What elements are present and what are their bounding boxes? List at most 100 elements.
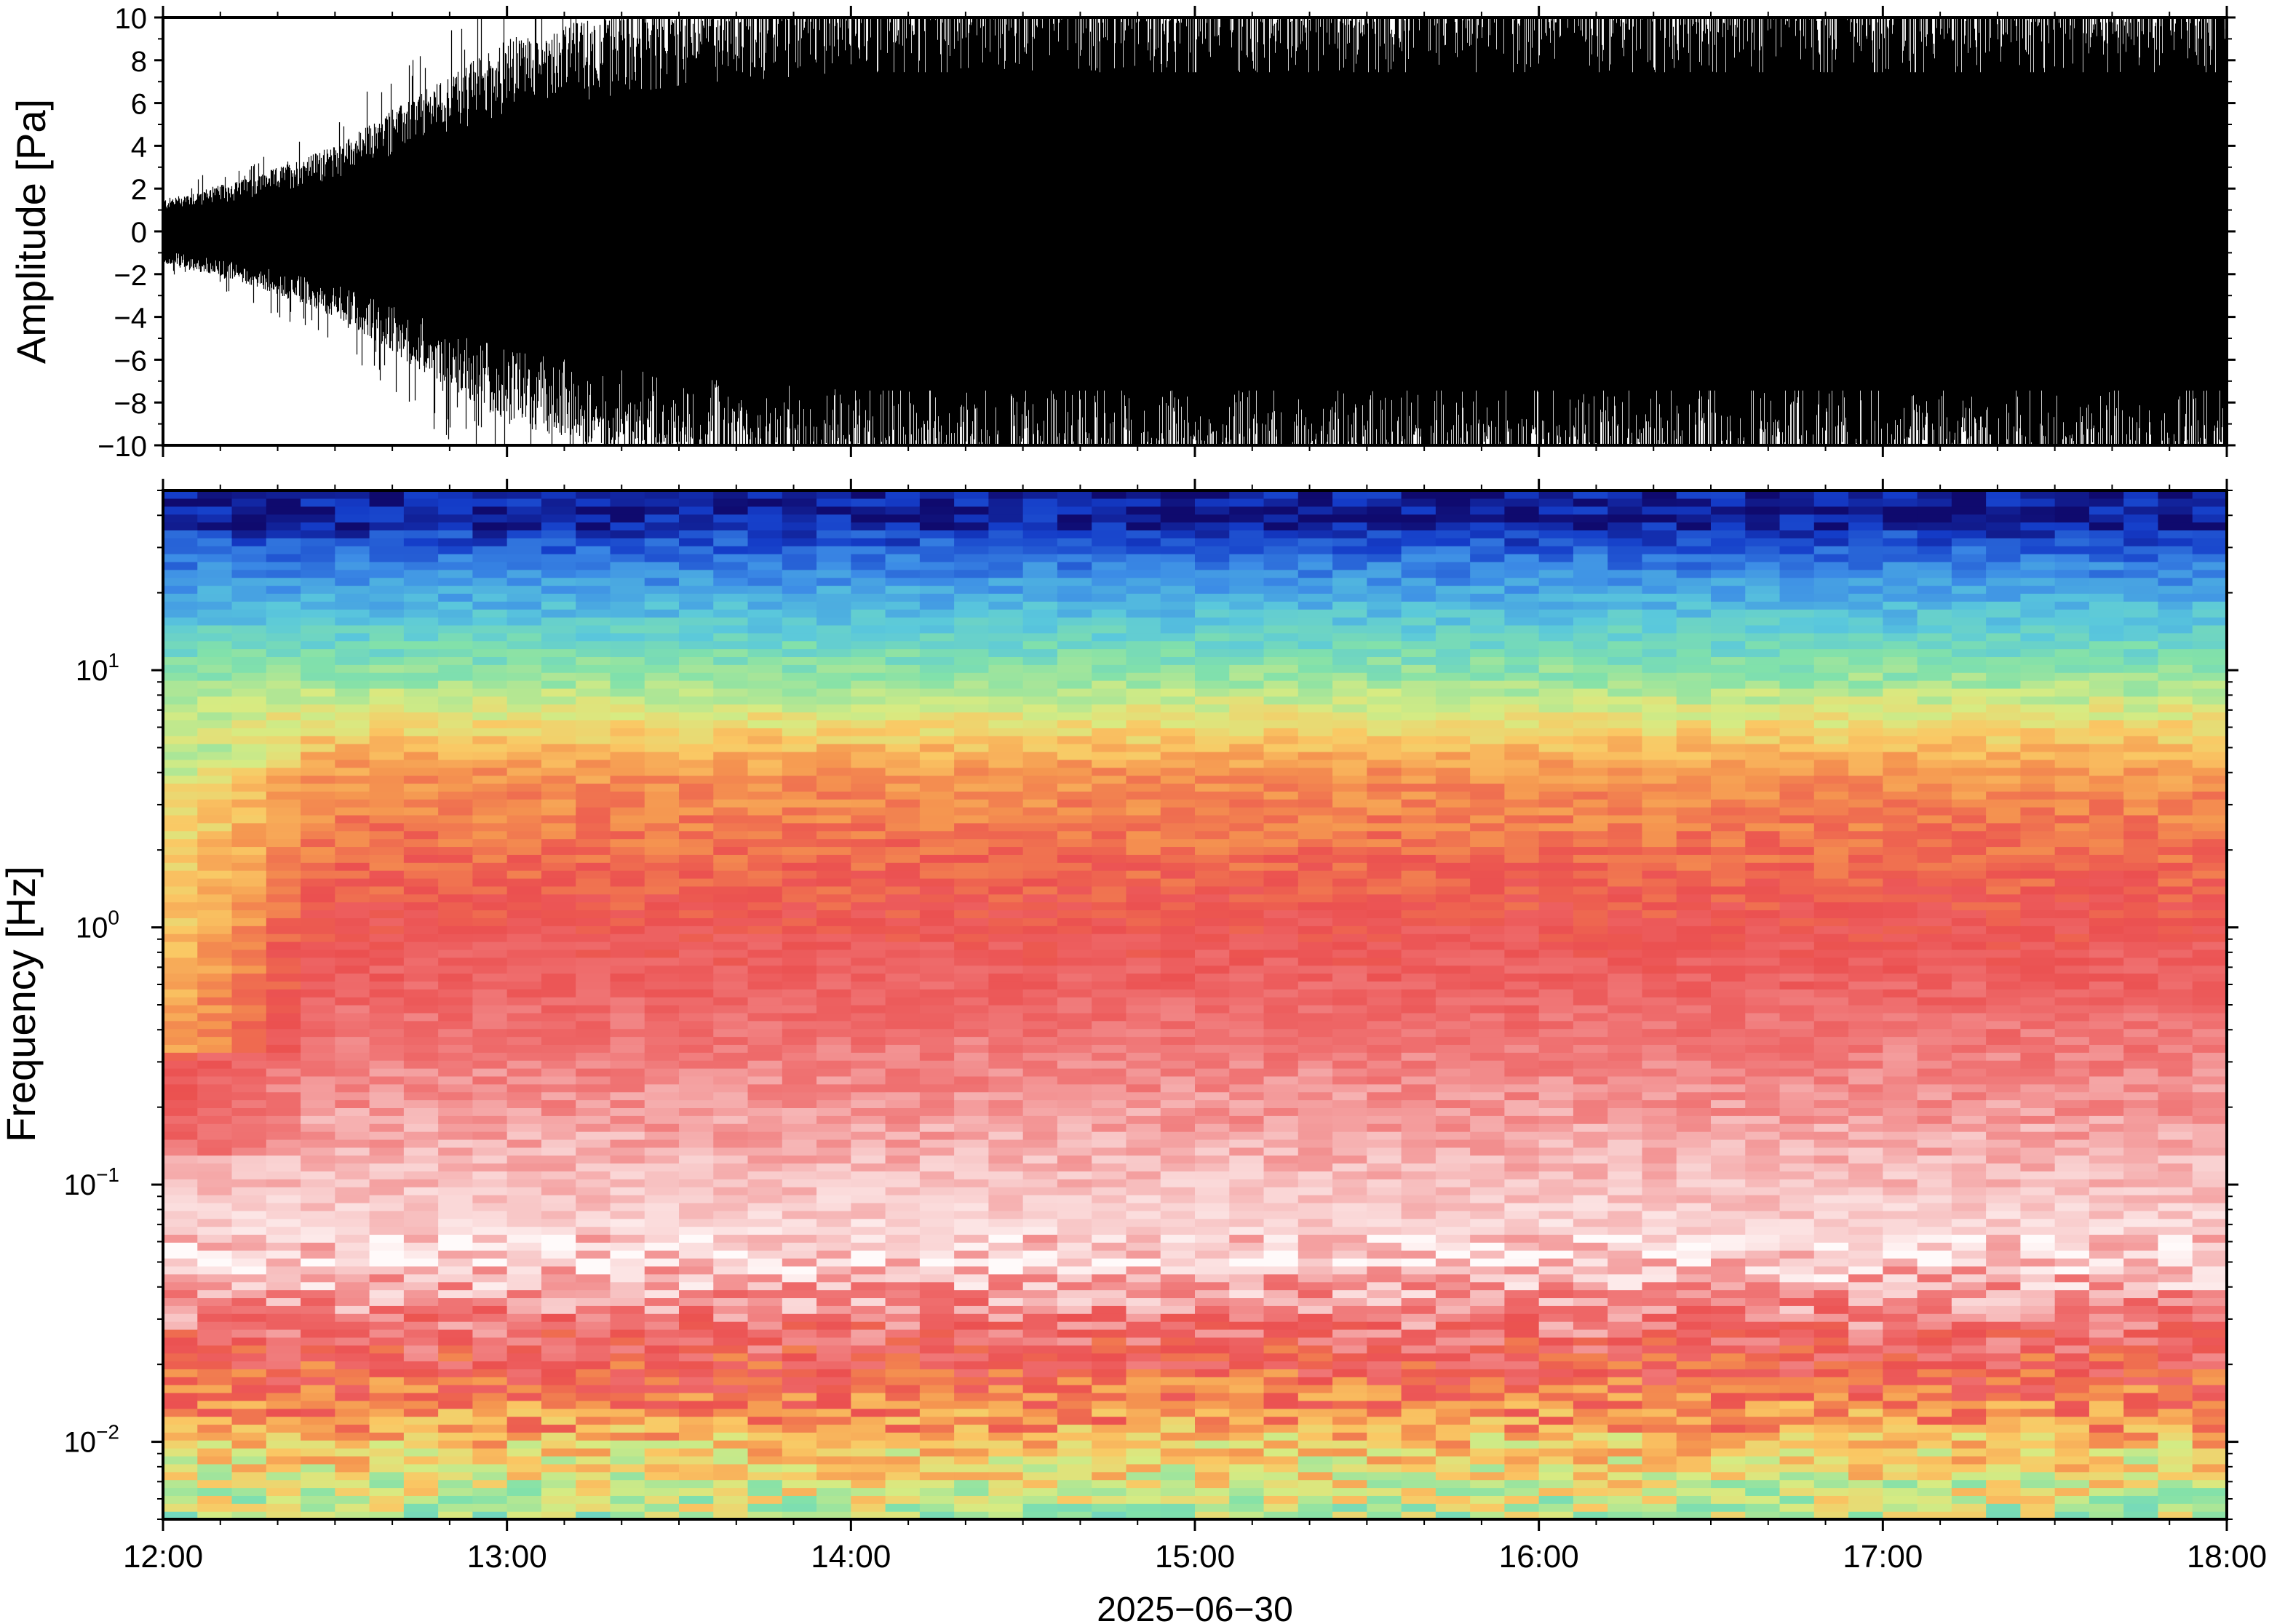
spectrogram-cell bbox=[266, 1218, 301, 1227]
spectrogram-cell bbox=[885, 934, 921, 942]
spectrogram-cell bbox=[506, 1123, 542, 1132]
spectrogram-cell bbox=[713, 1353, 749, 1362]
spectrogram-cell bbox=[1160, 538, 1196, 546]
spectrogram-cell bbox=[541, 1234, 576, 1243]
spectrogram-cell bbox=[438, 680, 473, 689]
spectrogram-cell bbox=[713, 1028, 749, 1038]
spectrogram-cell bbox=[266, 1353, 301, 1362]
spectrogram-cell bbox=[301, 918, 335, 926]
spectrogram-cell bbox=[1298, 1250, 1333, 1259]
spectrogram-cell bbox=[1092, 901, 1127, 911]
spectrogram-cell bbox=[369, 885, 405, 895]
spectrogram-cell bbox=[747, 530, 783, 538]
spectrogram-cell bbox=[1092, 696, 1127, 705]
spectrogram-cell bbox=[1401, 498, 1436, 507]
spectrogram-cell bbox=[231, 1242, 267, 1251]
spectrogram-cell bbox=[231, 1400, 267, 1409]
spectrogram-cell bbox=[231, 1377, 267, 1385]
spectrogram-cell bbox=[1229, 1273, 1265, 1283]
spectrogram-cell bbox=[163, 870, 198, 879]
spectrogram-cell bbox=[610, 1036, 645, 1045]
spectrogram-cell bbox=[679, 1226, 714, 1235]
spectrogram-cell bbox=[506, 1250, 542, 1259]
spectrogram-cell bbox=[1263, 751, 1299, 760]
spectrogram-cell bbox=[1160, 569, 1196, 578]
spectrogram-cell bbox=[919, 775, 955, 784]
spectrogram-cell bbox=[954, 1195, 989, 1203]
spectrogram-cell bbox=[679, 680, 714, 689]
spectrogram-cell bbox=[1332, 1392, 1367, 1401]
spectrogram-cell bbox=[1229, 1052, 1265, 1061]
spectrogram-cell bbox=[1401, 1226, 1436, 1235]
spectrogram-cell bbox=[644, 609, 680, 618]
spectrogram-cell bbox=[954, 624, 989, 634]
spectrogram-cell bbox=[644, 1020, 680, 1030]
spectrogram-cell bbox=[197, 799, 233, 808]
spectrogram-cell bbox=[1229, 1028, 1265, 1038]
spectrogram-cell bbox=[163, 989, 198, 998]
spectrogram-cell bbox=[610, 1195, 645, 1203]
spectrogram-cell bbox=[1401, 893, 1436, 903]
spectrogram-cell bbox=[644, 648, 680, 658]
spectrogram-cell bbox=[1022, 1115, 1058, 1124]
spectrogram-cell bbox=[816, 506, 851, 515]
spectrogram-cell bbox=[1022, 1242, 1058, 1251]
spectrogram-cell bbox=[851, 720, 886, 728]
spectrogram-cell bbox=[1057, 1163, 1092, 1172]
spectrogram-cell bbox=[1092, 704, 1127, 713]
spectrogram-cell bbox=[851, 1432, 886, 1441]
spectrogram-cell bbox=[1298, 1416, 1333, 1425]
spectrogram-cell bbox=[1160, 1123, 1196, 1132]
spectrogram-cell bbox=[1195, 1091, 1230, 1101]
spectrogram-cell bbox=[1160, 656, 1196, 665]
spectrogram-cell bbox=[541, 1107, 576, 1116]
spectrogram-cell bbox=[1126, 751, 1161, 760]
spectrogram-cell bbox=[1263, 1495, 1299, 1504]
spectrogram-cell bbox=[506, 846, 542, 855]
spectrogram-cell bbox=[954, 751, 989, 760]
spectrogram-cell bbox=[1195, 664, 1230, 673]
spectrogram-cell bbox=[713, 1392, 749, 1401]
spectrogram-cell bbox=[885, 775, 921, 784]
spectrogram-cell bbox=[438, 1385, 473, 1393]
spectrogram-cell bbox=[163, 909, 198, 918]
spectrogram-cell bbox=[1160, 1321, 1196, 1330]
spectrogram-cell bbox=[266, 1226, 301, 1235]
spectrogram-cell bbox=[335, 1123, 370, 1132]
spectrogram-cell bbox=[1332, 593, 1367, 602]
spectrogram-cell bbox=[1298, 1432, 1333, 1441]
spectrogram-cell bbox=[782, 838, 817, 848]
spectrogram-cell bbox=[954, 1432, 989, 1441]
spectrogram-cell bbox=[438, 941, 473, 950]
spectrogram-cell bbox=[988, 1329, 1024, 1338]
spectrogram-cell bbox=[1160, 1297, 1196, 1306]
spectrogram-cell bbox=[1332, 1265, 1367, 1275]
spectrogram-cell bbox=[782, 498, 817, 507]
spectrogram-cell bbox=[197, 672, 233, 681]
spectrogram-cell bbox=[610, 1361, 645, 1369]
spectrogram-cell bbox=[197, 728, 233, 736]
spectrogram-cell bbox=[403, 926, 439, 934]
spectrogram-cell bbox=[954, 1242, 989, 1251]
spectrogram-cell bbox=[1435, 1187, 1471, 1195]
spectrogram-cell bbox=[472, 656, 508, 665]
spectrogram-cell bbox=[644, 1155, 680, 1164]
spectrogram-cell bbox=[1332, 1273, 1367, 1283]
spectrogram-cell bbox=[266, 546, 301, 554]
spectrogram-cell bbox=[1298, 1036, 1333, 1045]
spectrogram-cell bbox=[782, 1369, 817, 1377]
spectrogram-cell bbox=[1160, 601, 1196, 610]
spectrogram-cell bbox=[610, 1179, 645, 1187]
spectrogram-cell bbox=[1298, 1448, 1333, 1457]
spectrogram-cell bbox=[438, 1440, 473, 1449]
spectrogram-cell bbox=[954, 561, 989, 570]
spectrogram-cell bbox=[1367, 744, 1402, 752]
spectrogram-cell bbox=[1195, 981, 1230, 990]
spectrogram-cell bbox=[472, 1392, 508, 1401]
spectrogram-cell bbox=[885, 624, 921, 634]
spectrogram-cell bbox=[782, 1155, 817, 1164]
spectrogram-cell bbox=[954, 1075, 989, 1085]
spectrogram-cell bbox=[1195, 1408, 1230, 1417]
spectrogram-cell bbox=[919, 807, 955, 816]
spectrogram-cell bbox=[747, 1487, 783, 1496]
